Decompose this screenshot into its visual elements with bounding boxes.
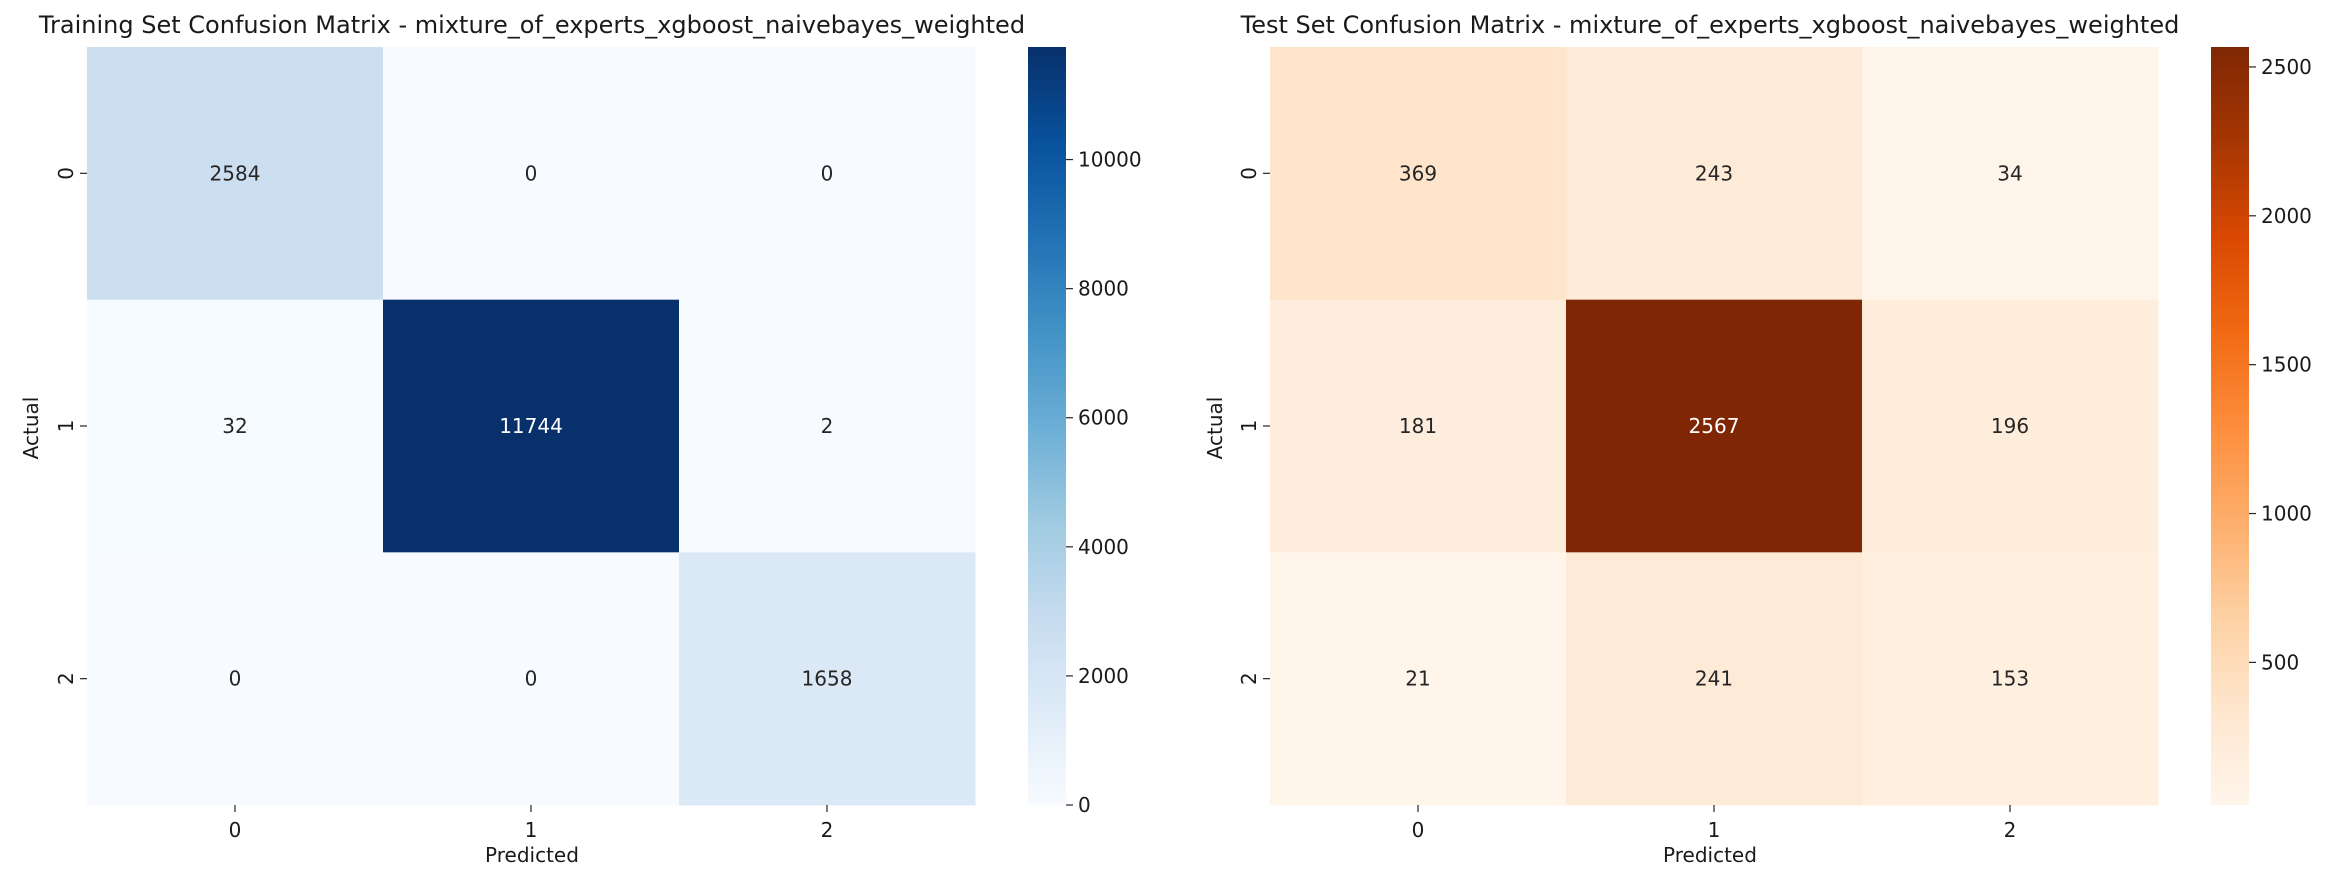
cell-value-label: 2567 bbox=[1689, 414, 1740, 438]
heatmap-cell bbox=[1566, 299, 1863, 553]
cell-value-label: 243 bbox=[1695, 161, 1733, 185]
y-axis-ticks: 0 1 2 bbox=[54, 167, 87, 685]
x-tick-label: 2 bbox=[2004, 818, 2017, 842]
heatmap-cell bbox=[1566, 552, 1863, 806]
heatmap-cell bbox=[383, 299, 680, 553]
heatmap-cell bbox=[1862, 552, 2159, 806]
cell-value-label: 0 bbox=[525, 161, 538, 185]
cell-value-label: 0 bbox=[525, 667, 538, 691]
y-tick-label: 2 bbox=[1237, 672, 1261, 685]
colorbar-tick-label: 2000 bbox=[1078, 664, 1129, 688]
heatmap-cell bbox=[679, 47, 976, 301]
cell-value-label: 369 bbox=[1399, 161, 1437, 185]
heatmap-cell bbox=[1862, 47, 2159, 301]
colorbar-tick-label: 6000 bbox=[1078, 406, 1129, 430]
x-tick-label: 1 bbox=[1708, 818, 1721, 842]
colorbar-tick-label: 10000 bbox=[1078, 148, 1142, 172]
heatmap-cells: 369 243 34 181 2567 196 21 241 153 bbox=[1270, 47, 2159, 806]
y-axis-ticks: 0 1 2 bbox=[1237, 167, 1270, 685]
colorbar-tick-label: 1500 bbox=[2261, 353, 2312, 377]
x-tick-label: 0 bbox=[1412, 818, 1425, 842]
cell-value-label: 196 bbox=[1991, 414, 2029, 438]
colorbar-gradient bbox=[2211, 47, 2249, 805]
colorbar-tick-label: 4000 bbox=[1078, 535, 1129, 559]
y-tick-label: 0 bbox=[54, 167, 78, 180]
colorbar: 500 1000 1500 2000 2500 bbox=[2211, 47, 2312, 805]
heatmap-cell bbox=[87, 552, 384, 806]
cell-value-label: 181 bbox=[1399, 414, 1437, 438]
y-tick-label: 0 bbox=[1237, 167, 1261, 180]
heatmap-cell bbox=[679, 299, 976, 553]
training-confusion-matrix: Training Set Confusion Matrix - mixture_… bbox=[19, 11, 1142, 867]
heatmap-cell bbox=[87, 299, 384, 553]
chart-title: Training Set Confusion Matrix - mixture_… bbox=[38, 11, 1025, 39]
cell-value-label: 34 bbox=[1997, 161, 2022, 185]
heatmap-cells: 2584 0 0 32 11744 2 0 0 1658 bbox=[87, 47, 976, 806]
colorbar-tick-label: 0 bbox=[1078, 793, 1091, 817]
cell-value-label: 11744 bbox=[499, 414, 563, 438]
x-tick-label: 0 bbox=[229, 818, 242, 842]
heatmap-cell bbox=[87, 47, 384, 301]
chart-title: Test Set Confusion Matrix - mixture_of_e… bbox=[1240, 11, 2180, 39]
colorbar: 0 2000 4000 6000 8000 10000 bbox=[1028, 47, 1142, 817]
x-tick-label: 2 bbox=[821, 818, 834, 842]
colorbar-tick-label: 8000 bbox=[1078, 277, 1129, 301]
heatmap-cell bbox=[1270, 299, 1567, 553]
cell-value-label: 0 bbox=[229, 667, 242, 691]
cell-value-label: 241 bbox=[1695, 667, 1733, 691]
x-tick-label: 1 bbox=[525, 818, 538, 842]
cell-value-label: 32 bbox=[222, 414, 247, 438]
y-axis-label: Actual bbox=[1203, 397, 1227, 460]
colorbar-tick-label: 1000 bbox=[2261, 502, 2312, 526]
cell-value-label: 153 bbox=[1991, 667, 2029, 691]
heatmap-cell bbox=[1566, 47, 1863, 301]
colorbar-tick-label: 2000 bbox=[2261, 204, 2312, 228]
x-axis-ticks: 0 1 2 bbox=[229, 805, 834, 842]
heatmap-cell bbox=[1270, 47, 1567, 301]
x-axis-label: Predicted bbox=[1663, 843, 1757, 867]
heatmap-cell bbox=[679, 552, 976, 806]
colorbar-gradient bbox=[1028, 47, 1066, 805]
test-confusion-matrix: Test Set Confusion Matrix - mixture_of_e… bbox=[1203, 11, 2312, 867]
colorbar-tick-label: 2500 bbox=[2261, 55, 2312, 79]
heatmap-cell bbox=[383, 47, 680, 301]
cell-value-label: 0 bbox=[821, 161, 834, 185]
heatmap-cell bbox=[383, 552, 680, 806]
colorbar-tick-label: 500 bbox=[2261, 650, 2299, 674]
y-tick-label: 1 bbox=[1237, 420, 1261, 433]
y-tick-label: 1 bbox=[54, 420, 78, 433]
heatmap-cell bbox=[1270, 552, 1567, 806]
cell-value-label: 2584 bbox=[210, 161, 261, 185]
x-axis-label: Predicted bbox=[485, 843, 579, 867]
y-axis-label: Actual bbox=[19, 397, 43, 460]
cell-value-label: 1658 bbox=[802, 667, 853, 691]
cell-value-label: 21 bbox=[1405, 667, 1430, 691]
x-axis-ticks: 0 1 2 bbox=[1412, 805, 2017, 842]
heatmap-cell bbox=[1862, 299, 2159, 553]
cell-value-label: 2 bbox=[821, 414, 834, 438]
y-tick-label: 2 bbox=[54, 672, 78, 685]
